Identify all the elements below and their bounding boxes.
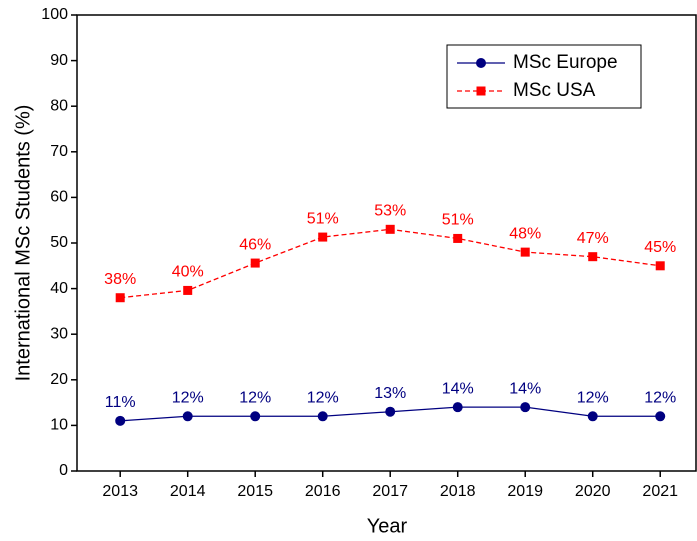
y-tick-label: 0	[59, 462, 68, 479]
y-tick-label: 10	[50, 417, 68, 434]
y-tick-label: 60	[50, 189, 68, 206]
point	[588, 252, 598, 262]
point	[385, 224, 395, 234]
y-tick-label: 90	[50, 52, 68, 69]
x-tick-label: 2014	[170, 483, 206, 500]
point	[520, 402, 531, 413]
legend-marker	[476, 58, 486, 68]
point	[115, 293, 125, 303]
data-label: 12%	[577, 389, 609, 406]
data-label: 13%	[374, 385, 406, 402]
y-tick-label: 50	[50, 234, 68, 251]
point	[385, 406, 396, 417]
x-tick-label: 2019	[507, 483, 543, 500]
data-label: 53%	[374, 203, 406, 220]
point	[452, 402, 463, 413]
data-label: 11%	[105, 394, 136, 411]
data-label: 12%	[307, 389, 339, 406]
point	[655, 411, 666, 422]
point	[655, 261, 665, 271]
data-label: 40%	[172, 264, 204, 281]
x-axis-title: Year	[367, 515, 408, 537]
x-tick-label: 2015	[237, 483, 273, 500]
y-tick-label: 80	[50, 97, 68, 114]
data-label: 46%	[239, 236, 271, 253]
x-tick-label: 2016	[305, 483, 341, 500]
data-label: 51%	[307, 210, 339, 227]
x-tick-label: 2013	[102, 483, 138, 500]
point	[250, 411, 261, 422]
point	[115, 415, 126, 426]
point	[250, 258, 260, 268]
y-axis-title: International MSc Students (%)	[12, 105, 34, 382]
y-tick-label: 30	[50, 325, 68, 342]
data-label: 14%	[509, 380, 541, 397]
x-tick-label: 2018	[440, 483, 476, 500]
x-tick-label: 2017	[372, 483, 408, 500]
data-label: 51%	[442, 212, 474, 229]
point	[183, 285, 193, 295]
legend-label: MSc Europe	[513, 52, 618, 73]
data-label: 45%	[644, 239, 676, 256]
point	[182, 411, 193, 422]
point	[453, 233, 463, 243]
data-label: 47%	[577, 230, 609, 247]
data-label: 38%	[104, 271, 136, 288]
x-tick-label: 2020	[575, 483, 611, 500]
data-label: 12%	[172, 389, 204, 406]
point	[318, 232, 328, 242]
y-tick-label: 40	[50, 280, 68, 297]
data-label: 14%	[442, 380, 474, 397]
data-label: 12%	[644, 389, 676, 406]
data-label: 48%	[509, 225, 541, 242]
point	[317, 411, 328, 422]
y-tick-label: 70	[50, 143, 68, 160]
legend-label: MSc USA	[513, 80, 596, 101]
y-tick-label: 20	[50, 371, 68, 388]
x-tick-label: 2021	[642, 483, 678, 500]
data-label: 12%	[239, 389, 271, 406]
legend-marker	[476, 86, 486, 96]
point	[587, 411, 598, 422]
legend-box	[446, 44, 642, 109]
point	[520, 247, 530, 257]
y-tick-label: 100	[41, 6, 68, 23]
